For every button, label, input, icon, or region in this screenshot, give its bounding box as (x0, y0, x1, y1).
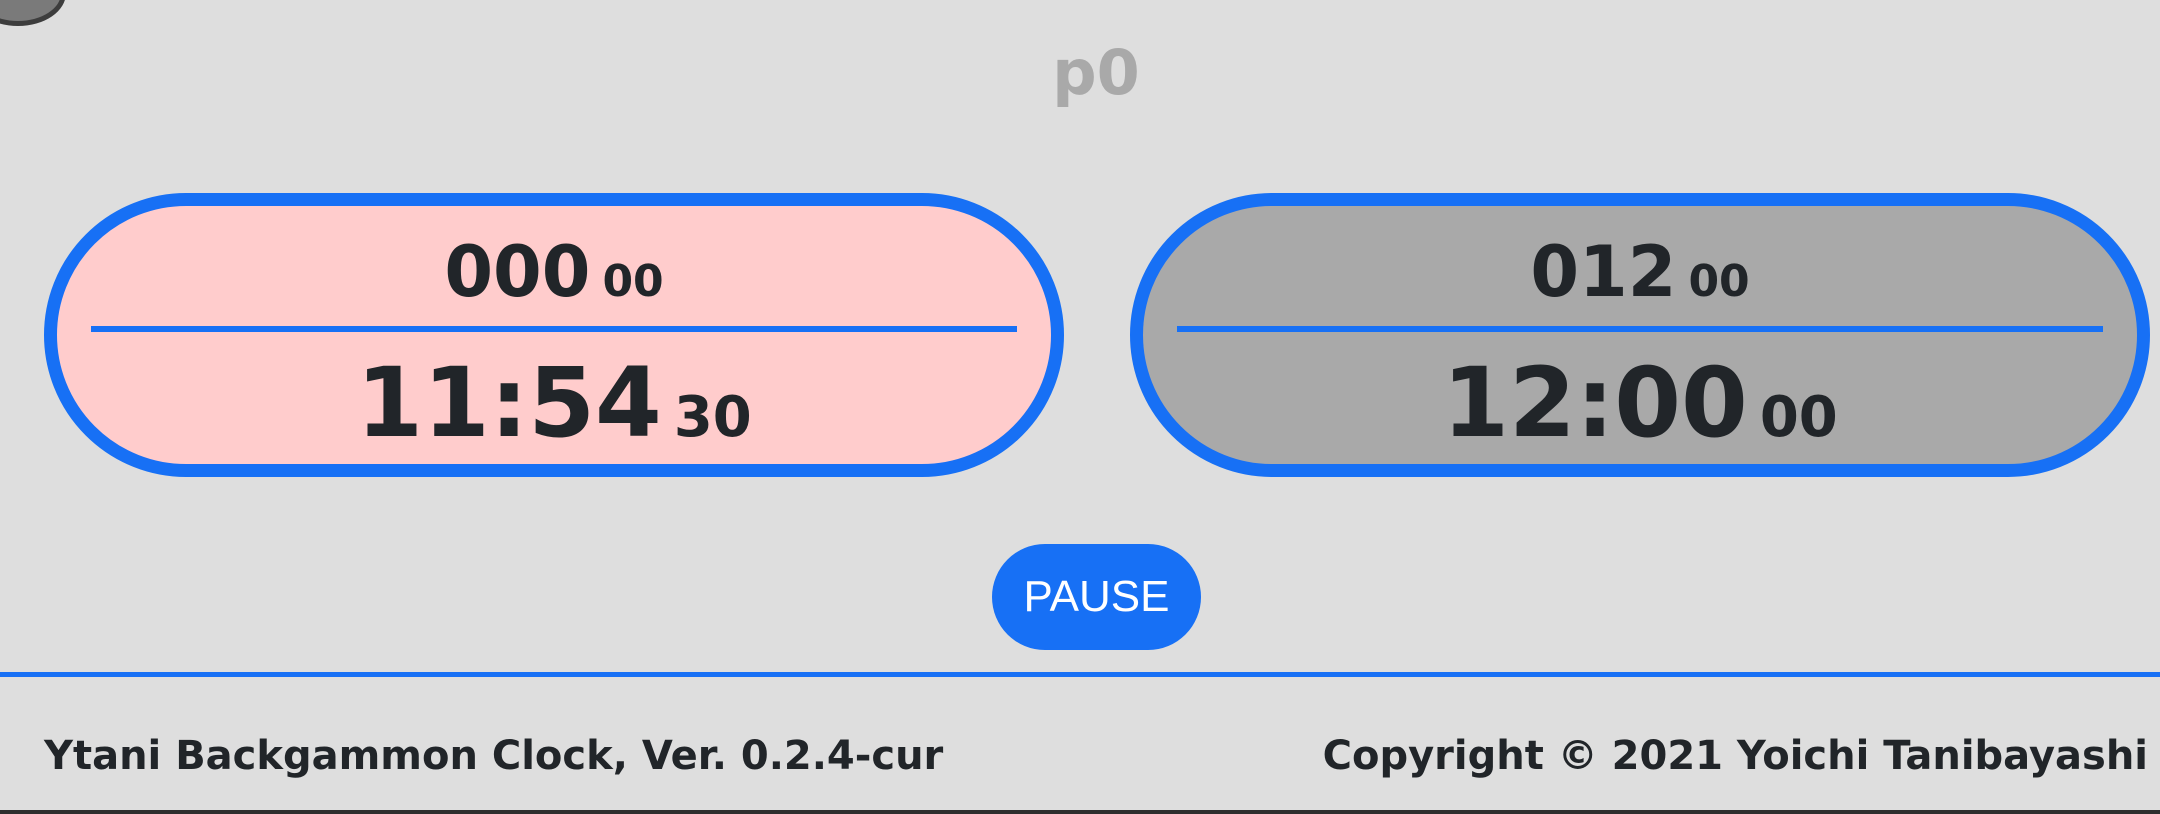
score-sub: 00 (1688, 256, 1750, 307)
clock-right[interactable]: 012 00 12:00 00 (1130, 193, 2150, 477)
footer-divider (0, 672, 2160, 677)
player-id-label: p0 (1052, 36, 1140, 109)
pause-button[interactable]: PAUSE (992, 544, 1201, 650)
app-version-text: Ytani Backgammon Clock, Ver. 0.2.4-cur (44, 733, 944, 779)
score-sub: 00 (602, 256, 664, 307)
score-main: 000 (444, 231, 591, 313)
clock-divider (91, 326, 1017, 332)
score-row: 000 00 (57, 234, 1051, 310)
clock-divider (1177, 326, 2103, 332)
clock-left[interactable]: 000 00 11:54 30 (44, 193, 1064, 477)
time-row: 12:00 00 (1143, 350, 2137, 456)
score-row: 012 00 (1143, 234, 2137, 310)
time-main: 12:00 (1442, 347, 1748, 459)
bottom-edge (0, 810, 2160, 814)
time-sub: 30 (673, 385, 752, 450)
corner-badge[interactable] (0, 0, 66, 26)
time-main: 11:54 (356, 347, 662, 459)
time-sub: 00 (1759, 385, 1838, 450)
score-main: 012 (1530, 231, 1677, 313)
time-row: 11:54 30 (57, 350, 1051, 456)
copyright-text: Copyright © 2021 Yoichi Tanibayashi (1322, 733, 2148, 779)
